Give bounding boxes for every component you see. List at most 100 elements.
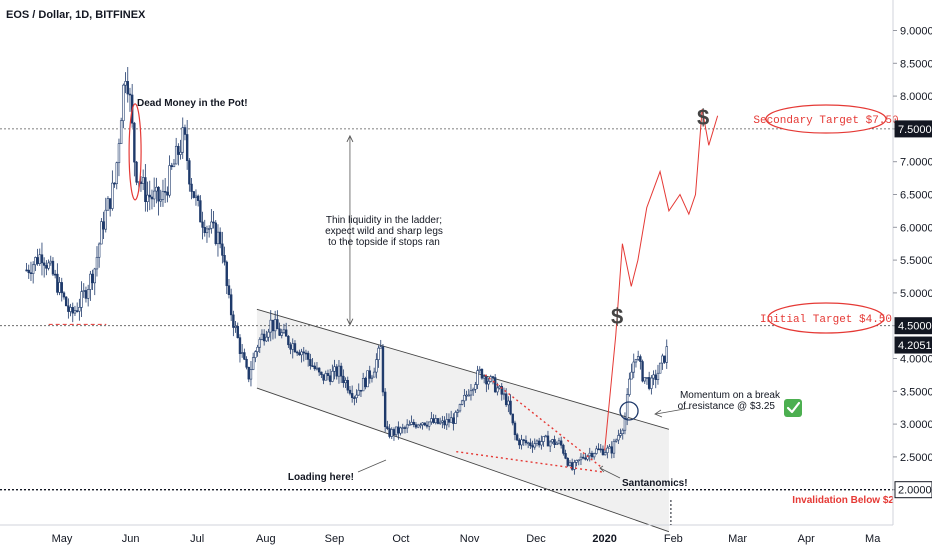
candle-down[interactable]: [590, 452, 594, 458]
candle-up[interactable]: [100, 221, 103, 245]
candle-down[interactable]: [388, 428, 391, 437]
candle-up[interactable]: [614, 439, 618, 442]
candle-up[interactable]: [159, 199, 162, 202]
candle-up[interactable]: [34, 257, 37, 266]
candle-up[interactable]: [152, 190, 156, 200]
candle-down[interactable]: [412, 421, 415, 425]
candle-down[interactable]: [298, 352, 301, 356]
candle-down[interactable]: [214, 222, 217, 245]
x-tick-label[interactable]: Oct: [392, 533, 409, 545]
candle-down[interactable]: [639, 356, 642, 362]
candle-down[interactable]: [597, 448, 600, 451]
candle-up[interactable]: [172, 163, 176, 168]
candle-down[interactable]: [311, 365, 314, 368]
candle-down[interactable]: [51, 260, 55, 275]
candle-down[interactable]: [485, 376, 488, 385]
candle-down[interactable]: [135, 161, 138, 183]
candle-down[interactable]: [40, 254, 44, 264]
candle-up[interactable]: [97, 243, 101, 258]
candle-down[interactable]: [570, 462, 574, 470]
candle-up[interactable]: [73, 310, 77, 314]
candle-down[interactable]: [227, 285, 231, 296]
candle-up[interactable]: [416, 424, 420, 428]
candle-down[interactable]: [601, 448, 605, 456]
candle-down[interactable]: [317, 367, 321, 373]
candle-up[interactable]: [460, 400, 464, 405]
candle-down[interactable]: [148, 194, 151, 198]
candle-up[interactable]: [454, 412, 457, 424]
candle-down[interactable]: [480, 368, 484, 379]
candle-down[interactable]: [212, 221, 215, 224]
candle-up[interactable]: [427, 421, 431, 427]
candle-up[interactable]: [456, 410, 459, 413]
candle-up[interactable]: [430, 418, 433, 423]
candle-up[interactable]: [621, 429, 624, 434]
candle-down[interactable]: [562, 444, 565, 454]
candle-down[interactable]: [647, 377, 651, 389]
candle-down[interactable]: [500, 385, 503, 395]
candle-up[interactable]: [205, 228, 209, 234]
candle-down[interactable]: [64, 296, 68, 307]
candle-up[interactable]: [375, 359, 378, 373]
candle-up[interactable]: [161, 191, 165, 200]
candle-up[interactable]: [535, 440, 539, 444]
candle-down[interactable]: [353, 397, 356, 399]
candle-up[interactable]: [617, 435, 620, 441]
candle-down[interactable]: [133, 122, 136, 163]
candle-down[interactable]: [221, 243, 224, 256]
candle-down[interactable]: [126, 81, 129, 95]
candle-down[interactable]: [236, 326, 239, 338]
candle-up[interactable]: [366, 370, 369, 388]
candle-up[interactable]: [478, 368, 481, 371]
candle-down[interactable]: [203, 227, 206, 234]
candle-down[interactable]: [599, 448, 602, 451]
candle-down[interactable]: [522, 439, 525, 442]
candle-up[interactable]: [86, 289, 90, 299]
x-tick-label[interactable]: Mar: [728, 533, 747, 545]
candle-down[interactable]: [29, 272, 33, 274]
candle-up[interactable]: [119, 120, 123, 144]
candle-down[interactable]: [364, 377, 367, 388]
candle-up[interactable]: [434, 418, 437, 423]
candle-down[interactable]: [289, 344, 292, 350]
candle-down[interactable]: [91, 273, 94, 284]
candle-down[interactable]: [36, 257, 39, 264]
x-tick-label[interactable]: Feb: [664, 533, 683, 545]
candle-up[interactable]: [636, 356, 640, 360]
x-tick-label[interactable]: Aug: [256, 533, 276, 545]
candle-up[interactable]: [394, 426, 398, 436]
candle-up[interactable]: [355, 394, 358, 399]
candle-down[interactable]: [225, 261, 228, 287]
candle-up[interactable]: [628, 378, 631, 395]
candle-down[interactable]: [108, 198, 112, 209]
candle-down[interactable]: [183, 127, 187, 135]
candle-down[interactable]: [42, 262, 46, 266]
candle-up[interactable]: [652, 374, 655, 379]
candle-up[interactable]: [540, 441, 543, 446]
candle-up[interactable]: [111, 182, 114, 209]
candle-up[interactable]: [608, 446, 611, 449]
candle-up[interactable]: [82, 290, 85, 292]
candle-down[interactable]: [447, 419, 451, 423]
candle-down[interactable]: [243, 352, 246, 360]
candle-up[interactable]: [251, 357, 255, 370]
candle-up[interactable]: [379, 346, 382, 349]
candle-up[interactable]: [78, 307, 81, 312]
candle-down[interactable]: [654, 374, 657, 380]
candle-down[interactable]: [350, 393, 354, 398]
candle-down[interactable]: [223, 255, 226, 263]
candle-up[interactable]: [632, 361, 635, 373]
candle-down[interactable]: [322, 374, 325, 381]
candle-up[interactable]: [438, 421, 442, 424]
candle-up[interactable]: [606, 447, 609, 453]
candle-up[interactable]: [240, 352, 244, 354]
candle-down[interactable]: [238, 337, 242, 354]
candle-down[interactable]: [524, 440, 528, 444]
candle-down[interactable]: [245, 358, 248, 368]
candle-up[interactable]: [194, 195, 198, 198]
candle-up[interactable]: [260, 333, 264, 340]
candle-up[interactable]: [117, 143, 121, 164]
candle-down[interactable]: [537, 440, 541, 446]
candle-down[interactable]: [342, 375, 345, 384]
candle-down[interactable]: [641, 361, 644, 382]
